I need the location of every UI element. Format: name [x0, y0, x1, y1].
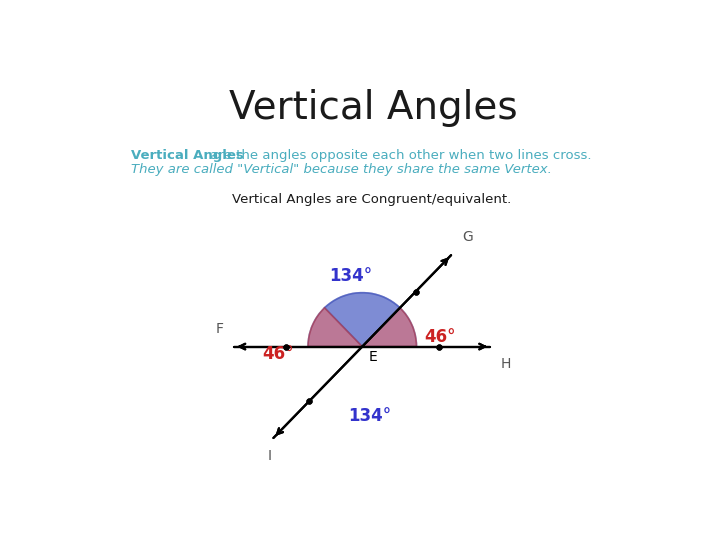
- Text: are the angles opposite each other when two lines cross.: are the angles opposite each other when …: [206, 149, 591, 162]
- Text: They are called "Vertical" because they share the same Vertex.: They are called "Vertical" because they …: [131, 163, 552, 176]
- Wedge shape: [363, 308, 416, 347]
- Text: E: E: [368, 351, 377, 364]
- Text: Vertical Angles: Vertical Angles: [131, 149, 244, 162]
- Text: Vertical Angles: Vertical Angles: [229, 88, 518, 127]
- Text: 46°: 46°: [263, 345, 294, 363]
- Wedge shape: [308, 293, 400, 347]
- Text: Vertical Angles are Congruent/equivalent.: Vertical Angles are Congruent/equivalent…: [232, 193, 511, 206]
- Text: G: G: [462, 230, 472, 245]
- Text: H: H: [501, 357, 511, 371]
- Text: I: I: [268, 449, 272, 463]
- Wedge shape: [308, 308, 363, 347]
- Text: 134°: 134°: [329, 267, 372, 285]
- Text: F: F: [215, 322, 223, 336]
- Text: 46°: 46°: [424, 328, 456, 346]
- Wedge shape: [325, 293, 416, 347]
- Text: 134°: 134°: [349, 407, 392, 425]
